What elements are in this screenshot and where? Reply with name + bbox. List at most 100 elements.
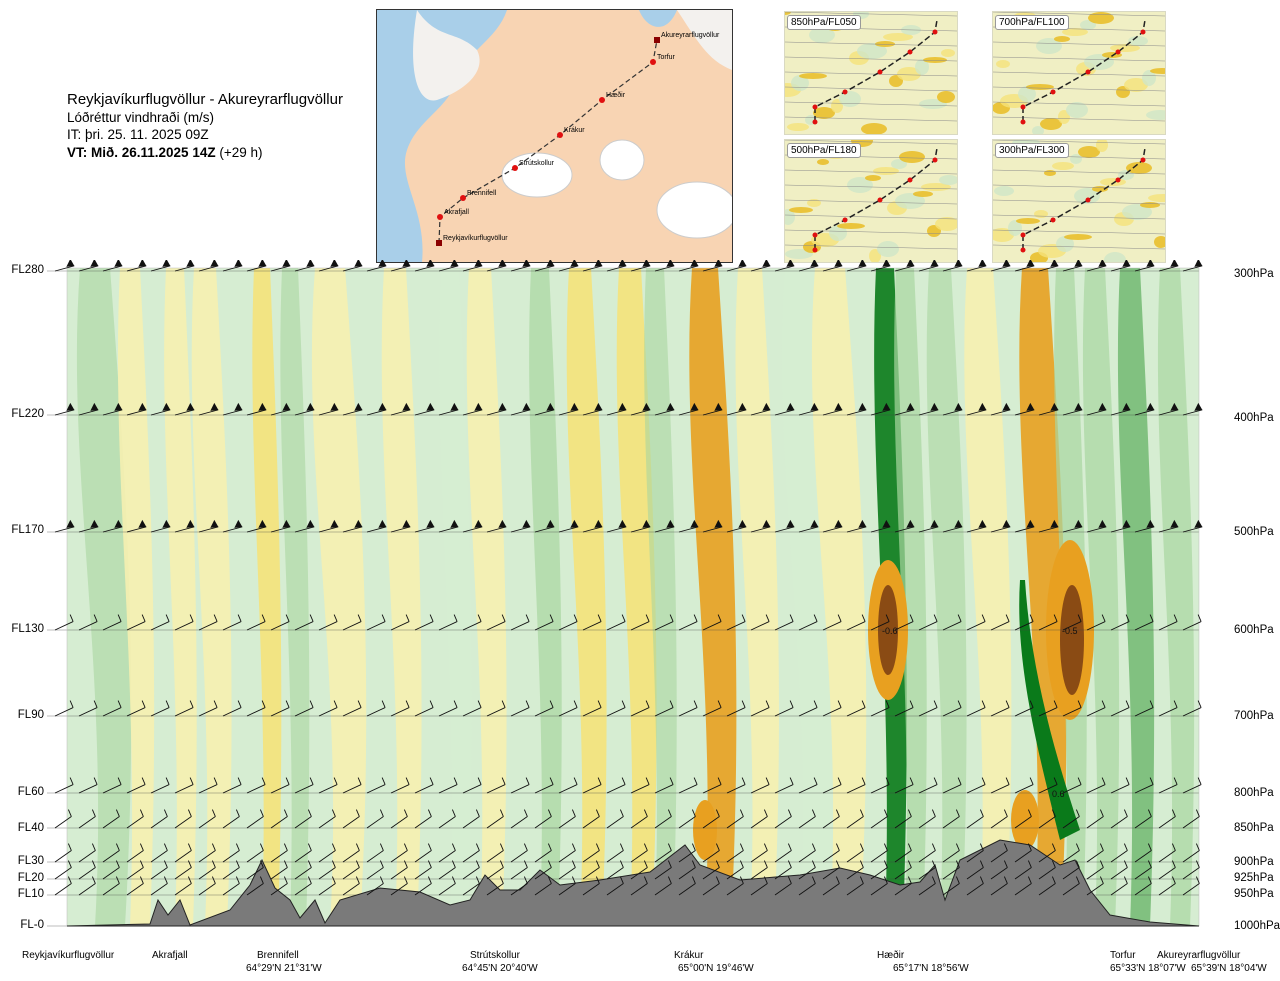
thumb-field-blob <box>877 241 899 257</box>
wind-barb-feather <box>573 700 578 708</box>
wind-barb-shaft <box>774 883 792 896</box>
wind-barb-shaft <box>534 867 552 880</box>
wind-barb-flag <box>498 402 507 411</box>
wind-barb-feather <box>67 876 72 884</box>
wind-barb-feather <box>669 777 674 785</box>
wind-barb-feather <box>331 843 336 851</box>
wind-barb-feather <box>789 777 794 785</box>
wind-barb-shaft <box>1038 883 1056 896</box>
wind-barb-feather <box>1197 700 1202 708</box>
wind-barb-shaft <box>822 816 840 829</box>
wind-barb-shaft <box>774 707 794 717</box>
wind-barb-shaft <box>222 850 240 863</box>
wind-barb-shaft <box>774 265 795 272</box>
wind-barb-flag <box>66 402 75 411</box>
wind-barb-flag <box>546 402 555 411</box>
wind-barb-shaft <box>654 850 672 863</box>
wind-barb-feather <box>717 777 722 785</box>
level-label-fl90: FL90 <box>17 709 44 721</box>
wind-barb-shaft <box>654 621 674 631</box>
thumbnail-700[interactable]: 700hPa/FL100 <box>992 11 1166 135</box>
wind-barb-feather <box>859 809 864 817</box>
wind-barb-feather <box>691 843 696 851</box>
wind-barb-feather <box>549 700 554 708</box>
wind-barb-shaft <box>78 784 98 794</box>
wind-barb-shaft <box>294 621 314 631</box>
wind-barb-feather <box>931 860 936 868</box>
wind-barb-feather <box>475 860 480 868</box>
wind-barb-shaft <box>1134 707 1154 717</box>
wind-barb-flag <box>978 260 987 267</box>
motion-band <box>964 268 1012 926</box>
thumbnail-500[interactable]: 500hPa/FL180 <box>784 139 958 263</box>
wind-barb-shaft <box>774 526 795 533</box>
wind-barb-shaft <box>702 526 723 533</box>
thumb-field-blob <box>857 43 887 59</box>
wind-barb-feather <box>907 876 912 884</box>
wind-barb-flag <box>858 519 867 528</box>
thumb-barb-row <box>785 244 957 250</box>
wind-barb-shaft <box>198 784 218 794</box>
thumb-field-blob <box>785 249 813 259</box>
wind-barb-feather <box>811 843 816 851</box>
thumb-barb-row <box>993 71 1165 77</box>
wind-barb-shaft <box>1110 883 1128 896</box>
wind-barb-shaft <box>990 409 1011 416</box>
level-label-fl0: FL-0 <box>20 919 44 931</box>
wind-barb-feather <box>235 843 240 851</box>
wind-barb-flag <box>810 402 819 411</box>
wind-barb-flag <box>690 519 699 528</box>
wind-barb-shaft <box>894 867 912 880</box>
wind-barb-shaft <box>390 526 411 533</box>
motion-band <box>1082 268 1120 926</box>
wind-barb-feather <box>189 614 194 622</box>
wind-barb-feather <box>811 860 816 868</box>
wind-barb-shaft <box>582 883 600 896</box>
wind-barb-flag <box>906 402 915 411</box>
motion-band <box>252 268 282 926</box>
wind-barb-feather <box>1173 614 1178 622</box>
wind-barb-shaft <box>654 867 672 880</box>
wind-barb-flag <box>306 260 315 267</box>
wind-barb-shaft <box>534 883 552 896</box>
wind-barb-feather <box>235 860 240 868</box>
wind-barb-shaft <box>942 621 962 631</box>
wind-barb-shaft <box>582 867 600 880</box>
wind-barb-shaft <box>294 526 315 533</box>
wind-barb-flag <box>642 519 651 528</box>
wind-barb-shaft <box>846 526 867 533</box>
thumb-field-blob <box>891 159 907 169</box>
wind-barb-flag <box>330 260 339 267</box>
wind-barb-feather <box>429 614 434 622</box>
thumb-map <box>993 12 1165 134</box>
wind-barb-shaft <box>150 883 168 896</box>
wind-barb-feather <box>883 809 888 817</box>
wind-barb-shaft <box>1062 621 1082 631</box>
wind-barb-feather <box>1077 777 1082 785</box>
level-label-700hpa: 700hPa <box>1234 710 1274 722</box>
wind-barb-flag <box>714 519 723 528</box>
wind-barb-feather <box>379 876 384 884</box>
wind-barb-feather <box>1003 876 1008 884</box>
motion-band <box>439 268 472 926</box>
wind-barb-feather <box>693 700 698 708</box>
wind-barb-shaft <box>846 621 866 631</box>
wind-barb-shaft <box>870 867 888 880</box>
wind-barb-feather <box>859 843 864 851</box>
wind-barb-shaft <box>582 784 602 794</box>
wind-barb-flag <box>354 519 363 528</box>
motion-band <box>566 268 607 926</box>
thumbnail-300[interactable]: 300hPa/FL300 <box>992 139 1166 263</box>
wind-barb-flag <box>570 402 579 411</box>
wind-barb-feather <box>741 777 746 785</box>
thumb-field-blob <box>915 59 929 75</box>
wind-barb-feather <box>691 809 696 817</box>
wind-barb-shaft <box>1086 883 1104 896</box>
wind-barb-feather <box>453 700 458 708</box>
wind-barb-feather <box>141 700 146 708</box>
wind-barb-shaft <box>342 883 360 896</box>
wind-barb-shaft <box>414 883 432 896</box>
wind-barb-shaft <box>1014 409 1035 416</box>
thumbnail-850[interactable]: 850hPa/FL050 <box>784 11 958 135</box>
wind-barb-flag <box>738 402 747 411</box>
